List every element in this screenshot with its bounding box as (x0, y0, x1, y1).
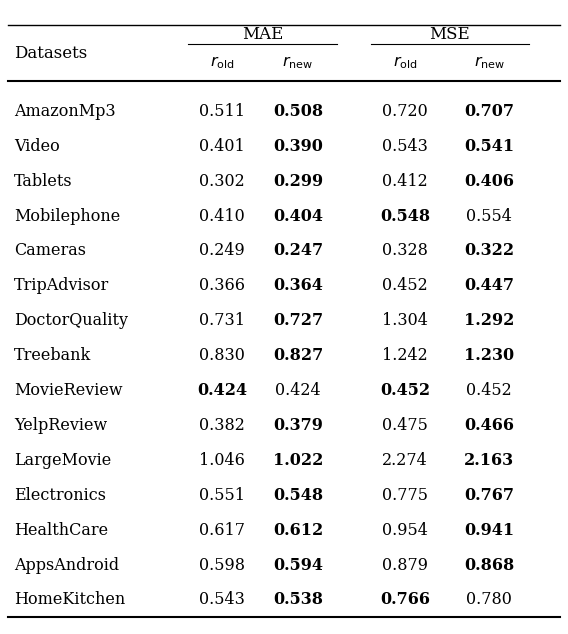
Text: 0.554: 0.554 (466, 207, 512, 224)
Text: 0.731: 0.731 (199, 313, 245, 329)
Text: 0.412: 0.412 (382, 172, 428, 190)
Text: 0.954: 0.954 (382, 522, 428, 539)
Text: 0.707: 0.707 (464, 103, 514, 120)
Text: HealthCare: HealthCare (14, 522, 108, 539)
Text: 0.548: 0.548 (273, 487, 323, 504)
Text: AppsAndroid: AppsAndroid (14, 557, 119, 574)
Text: 0.775: 0.775 (382, 487, 428, 504)
Text: 0.452: 0.452 (466, 382, 512, 399)
Text: 0.364: 0.364 (273, 277, 323, 294)
Text: 0.404: 0.404 (273, 207, 323, 224)
Text: 0.475: 0.475 (382, 417, 428, 434)
Text: $r_{\mathrm{new}}$: $r_{\mathrm{new}}$ (282, 54, 314, 71)
Text: 0.830: 0.830 (199, 347, 245, 364)
Text: 0.594: 0.594 (273, 557, 323, 574)
Text: 0.424: 0.424 (275, 382, 321, 399)
Text: 0.766: 0.766 (380, 592, 430, 609)
Text: 0.727: 0.727 (273, 313, 323, 329)
Text: 1.046: 1.046 (199, 452, 245, 469)
Text: Mobilephone: Mobilephone (14, 207, 120, 224)
Text: 1.242: 1.242 (382, 347, 428, 364)
Text: $r_{\mathrm{old}}$: $r_{\mathrm{old}}$ (210, 54, 235, 71)
Text: 0.302: 0.302 (199, 172, 245, 190)
Text: 0.879: 0.879 (382, 557, 428, 574)
Text: HomeKitchen: HomeKitchen (14, 592, 126, 609)
Text: 0.249: 0.249 (199, 242, 245, 259)
Text: 0.598: 0.598 (199, 557, 245, 574)
Text: 0.410: 0.410 (199, 207, 245, 224)
Text: 0.390: 0.390 (273, 138, 323, 155)
Text: $r_{\mathrm{old}}$: $r_{\mathrm{old}}$ (392, 54, 417, 71)
Text: 0.424: 0.424 (197, 382, 247, 399)
Text: DoctorQuality: DoctorQuality (14, 313, 128, 329)
Text: 0.767: 0.767 (464, 487, 514, 504)
Text: 0.452: 0.452 (382, 277, 428, 294)
Text: 0.827: 0.827 (273, 347, 323, 364)
Text: 1.230: 1.230 (464, 347, 515, 364)
Text: YelpReview: YelpReview (14, 417, 107, 434)
Text: 0.543: 0.543 (382, 138, 428, 155)
Text: Treebank: Treebank (14, 347, 91, 364)
Text: 0.366: 0.366 (199, 277, 245, 294)
Text: 0.447: 0.447 (464, 277, 514, 294)
Text: $r_{\mathrm{new}}$: $r_{\mathrm{new}}$ (474, 54, 505, 71)
Text: TripAdvisor: TripAdvisor (14, 277, 109, 294)
Text: 0.617: 0.617 (199, 522, 245, 539)
Text: Video: Video (14, 138, 60, 155)
Text: 1.292: 1.292 (464, 313, 515, 329)
Text: 0.941: 0.941 (464, 522, 515, 539)
Text: 0.612: 0.612 (273, 522, 323, 539)
Text: 2.274: 2.274 (382, 452, 428, 469)
Text: AmazonMp3: AmazonMp3 (14, 103, 116, 120)
Text: 1.022: 1.022 (273, 452, 323, 469)
Text: 0.780: 0.780 (466, 592, 512, 609)
Text: LargeMovie: LargeMovie (14, 452, 111, 469)
Text: 0.452: 0.452 (380, 382, 430, 399)
Text: 2.163: 2.163 (464, 452, 515, 469)
Text: MAE: MAE (242, 26, 283, 42)
Text: 0.379: 0.379 (273, 417, 323, 434)
Text: 0.508: 0.508 (273, 103, 323, 120)
Text: MovieReview: MovieReview (14, 382, 123, 399)
Text: 0.551: 0.551 (199, 487, 245, 504)
Text: MSE: MSE (429, 26, 470, 42)
Text: 0.247: 0.247 (273, 242, 323, 259)
Text: Electronics: Electronics (14, 487, 106, 504)
Text: 0.543: 0.543 (199, 592, 245, 609)
Text: 0.868: 0.868 (464, 557, 515, 574)
Text: 0.401: 0.401 (199, 138, 245, 155)
Text: 0.511: 0.511 (199, 103, 245, 120)
Text: 0.328: 0.328 (382, 242, 428, 259)
Text: 0.382: 0.382 (199, 417, 245, 434)
Text: 0.541: 0.541 (464, 138, 515, 155)
Text: 0.299: 0.299 (273, 172, 323, 190)
Text: 0.720: 0.720 (382, 103, 428, 120)
Text: 0.548: 0.548 (380, 207, 430, 224)
Text: 0.466: 0.466 (464, 417, 514, 434)
Text: 0.538: 0.538 (273, 592, 323, 609)
Text: Datasets: Datasets (14, 44, 87, 61)
Text: Tablets: Tablets (14, 172, 73, 190)
Text: 0.322: 0.322 (464, 242, 515, 259)
Text: 0.406: 0.406 (464, 172, 514, 190)
Text: Cameras: Cameras (14, 242, 86, 259)
Text: 1.304: 1.304 (382, 313, 428, 329)
